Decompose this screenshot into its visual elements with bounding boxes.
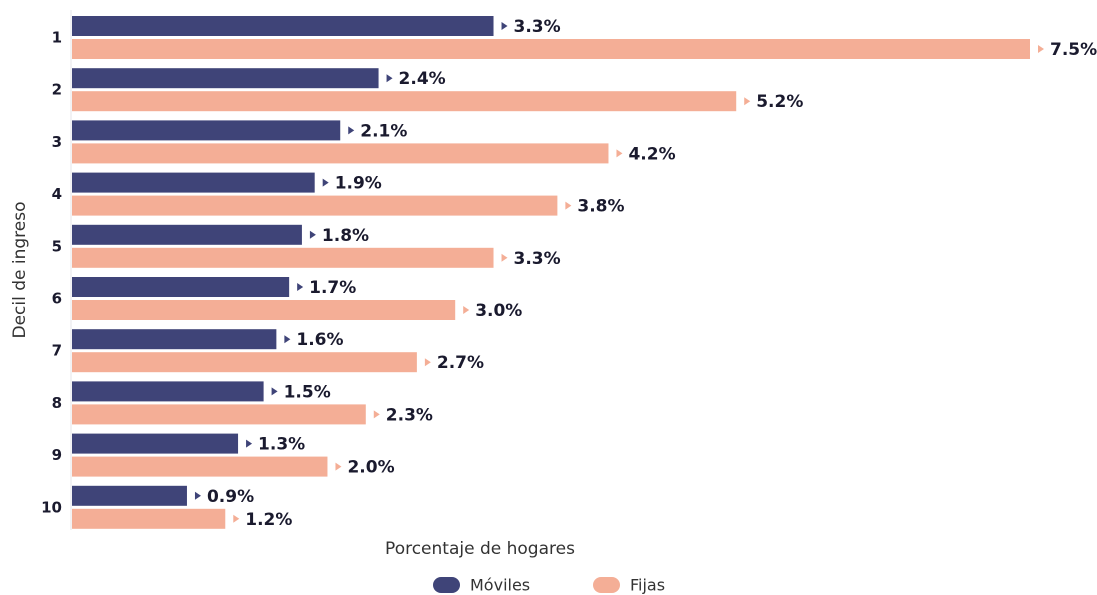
label-marker bbox=[233, 514, 240, 523]
y-tick-label: 5 bbox=[52, 237, 62, 255]
bar bbox=[72, 329, 277, 350]
value-label: 2.7% bbox=[437, 353, 484, 373]
y-tick-label: 1 bbox=[52, 29, 62, 47]
label-marker bbox=[309, 230, 316, 239]
y-tick-label: 2 bbox=[52, 81, 62, 99]
bar bbox=[72, 300, 456, 320]
bar bbox=[72, 352, 417, 373]
legend-label: Móviles bbox=[470, 576, 530, 595]
label-marker bbox=[194, 491, 201, 500]
value-label: 3.3% bbox=[514, 17, 561, 37]
value-label: 3.0% bbox=[475, 301, 522, 321]
bar bbox=[72, 404, 366, 425]
bar bbox=[72, 91, 737, 112]
value-label: 4.2% bbox=[628, 144, 675, 164]
value-label: 1.9% bbox=[335, 174, 382, 194]
bar bbox=[72, 277, 290, 297]
label-marker bbox=[616, 149, 623, 158]
label-marker bbox=[284, 335, 291, 344]
bar bbox=[72, 456, 328, 477]
y-tick-label: 8 bbox=[52, 394, 62, 412]
bar bbox=[72, 247, 494, 268]
y-tick-label: 3 bbox=[52, 133, 62, 151]
value-label: 1.7% bbox=[309, 278, 356, 298]
label-marker bbox=[501, 253, 508, 262]
bar bbox=[72, 172, 315, 193]
y-tick-label: 9 bbox=[52, 446, 62, 464]
bar bbox=[72, 485, 187, 506]
bar bbox=[72, 195, 558, 216]
label-marker bbox=[322, 178, 329, 187]
value-label: 7.5% bbox=[1050, 40, 1097, 60]
value-label: 1.5% bbox=[284, 382, 331, 402]
value-label: 2.4% bbox=[399, 69, 446, 89]
label-marker bbox=[386, 74, 393, 83]
label-marker bbox=[424, 358, 431, 367]
label-marker bbox=[246, 439, 253, 448]
y-tick-label: 7 bbox=[52, 342, 62, 360]
value-label: 2.1% bbox=[360, 121, 407, 141]
legend-swatch bbox=[433, 577, 460, 593]
bar bbox=[72, 120, 341, 141]
label-marker bbox=[335, 462, 342, 471]
y-tick-label: 10 bbox=[41, 498, 62, 516]
legend-swatch bbox=[593, 577, 620, 593]
y-tick-label: 4 bbox=[52, 185, 62, 203]
label-marker bbox=[565, 201, 572, 210]
bar bbox=[72, 224, 302, 245]
label-marker bbox=[463, 306, 470, 314]
label-marker bbox=[1038, 45, 1044, 53]
value-label: 2.0% bbox=[347, 458, 394, 478]
bar bbox=[72, 16, 494, 36]
value-label: 5.2% bbox=[756, 92, 803, 112]
value-label: 1.8% bbox=[322, 226, 369, 246]
label-marker bbox=[744, 97, 751, 106]
bar bbox=[72, 68, 379, 89]
bar bbox=[72, 433, 239, 454]
bar bbox=[72, 39, 1030, 59]
value-label: 1.3% bbox=[258, 435, 305, 455]
legend-label: Fijas bbox=[630, 576, 665, 595]
y-tick-label: 6 bbox=[52, 290, 62, 308]
value-label: 1.6% bbox=[296, 330, 343, 350]
value-label: 3.8% bbox=[577, 197, 624, 217]
value-label: 0.9% bbox=[207, 487, 254, 507]
label-marker bbox=[297, 283, 304, 291]
value-label: 1.2% bbox=[245, 510, 292, 530]
value-label: 2.3% bbox=[386, 405, 433, 425]
bar bbox=[72, 508, 226, 529]
label-marker bbox=[348, 126, 355, 135]
bar bbox=[72, 143, 609, 164]
label-marker bbox=[271, 387, 278, 396]
value-label: 3.3% bbox=[514, 249, 561, 269]
label-marker bbox=[373, 410, 380, 419]
x-axis-label: Porcentaje de hogares bbox=[385, 539, 575, 559]
y-axis-label: Decil de ingreso bbox=[10, 201, 30, 338]
bar bbox=[72, 381, 264, 402]
label-marker bbox=[501, 22, 508, 30]
